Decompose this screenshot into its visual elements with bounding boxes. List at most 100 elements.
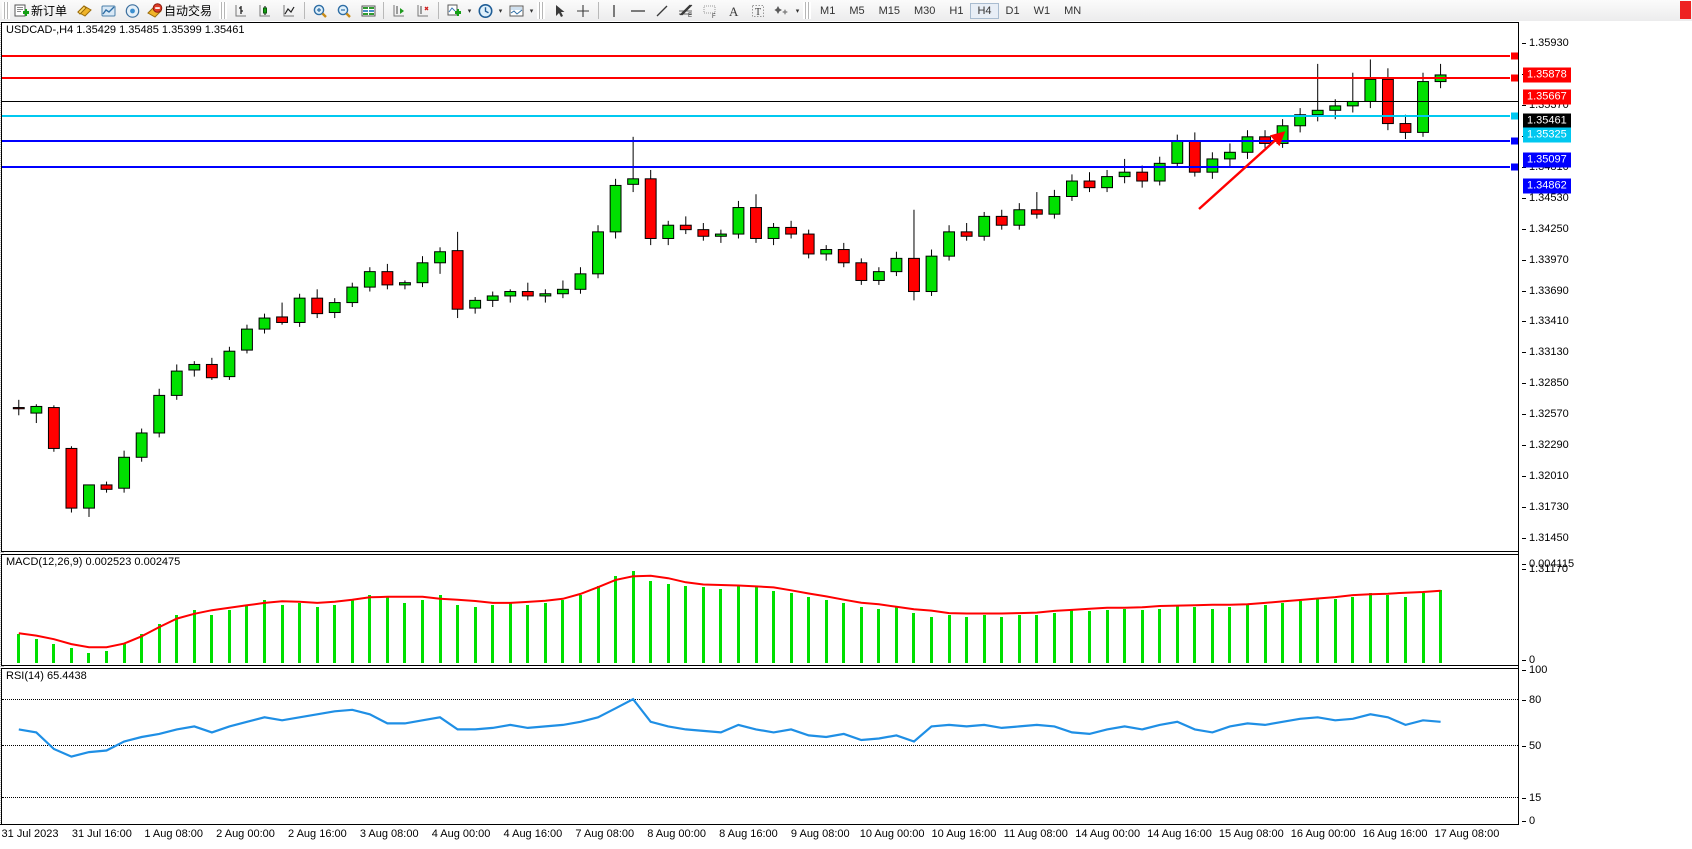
- price-level-line[interactable]: [2, 166, 1518, 168]
- trendline-icon-button[interactable]: [650, 1, 674, 20]
- price-tick: 1.33410: [1522, 315, 1569, 328]
- expert-advisor-button[interactable]: [72, 1, 96, 20]
- price-tick: 1.32850: [1522, 377, 1569, 390]
- time-tick: 7 Aug 08:00: [575, 828, 635, 840]
- macd-bar: [684, 585, 688, 663]
- time-tick: 17 Aug 08:00: [1434, 828, 1500, 840]
- macd-bar: [736, 585, 740, 663]
- text-box-icon-button[interactable]: T: [746, 1, 770, 20]
- main-toolbar: 新订单 自动交易: [0, 0, 1692, 22]
- toolbar-grip-3[interactable]: [537, 2, 546, 19]
- toolbar-grip[interactable]: [2, 2, 10, 19]
- rsi-scale-label: 15: [1521, 792, 1542, 805]
- time-tick: 4 Aug 16:00: [503, 828, 563, 840]
- price-axis[interactable]: 1.359301.356501.353701.350901.348101.345…: [1519, 37, 1692, 827]
- macd-bar: [175, 614, 179, 663]
- macd-bar: [859, 606, 863, 663]
- navigator-button[interactable]: [120, 1, 144, 20]
- text-label-icon-button[interactable]: F: [698, 1, 722, 20]
- macd-bar: [263, 600, 267, 663]
- macd-bar: [1281, 602, 1285, 663]
- zoom-out-button[interactable]: [332, 1, 356, 20]
- price-level-line[interactable]: [2, 115, 1518, 117]
- macd-pane[interactable]: MACD(12,26,9) 0.002523 0.002475: [1, 554, 1519, 666]
- timeframe-mn[interactable]: MN: [1064, 4, 1082, 17]
- data-window-button[interactable]: [356, 1, 380, 20]
- market-watch-button[interactable]: [96, 1, 120, 20]
- periods-button[interactable]: [473, 1, 497, 20]
- time-tick: 9 Aug 08:00: [790, 828, 850, 840]
- fibonacci-icon-button[interactable]: E: [674, 1, 698, 20]
- macd-bar: [1316, 599, 1320, 663]
- macd-bar: [1070, 609, 1074, 663]
- price-level-handle[interactable]: [1510, 73, 1518, 83]
- timeframe-h4[interactable]: H4: [970, 2, 999, 19]
- shapes-icon-button[interactable]: [770, 1, 794, 20]
- macd-bar: [333, 604, 337, 663]
- crosshair-icon-button[interactable]: [571, 1, 595, 20]
- macd-bar: [526, 604, 530, 663]
- candlestick-chart-icon-button[interactable]: [253, 1, 277, 20]
- macd-bar: [614, 575, 618, 663]
- price-level-line[interactable]: [2, 77, 1518, 79]
- text-icon-button[interactable]: A: [722, 1, 746, 20]
- price-tick: 1.33130: [1522, 346, 1569, 359]
- price-level-handle[interactable]: [1510, 51, 1518, 61]
- timeframe-h1[interactable]: H1: [949, 4, 964, 17]
- chart-shift-button[interactable]: [411, 1, 435, 20]
- cursor-icon-button[interactable]: [547, 1, 571, 20]
- time-tick: 10 Aug 00:00: [859, 828, 925, 840]
- svg-text:A: A: [729, 4, 739, 19]
- new-order-button[interactable]: 新订单: [12, 1, 72, 20]
- zoom-in-button[interactable]: [308, 1, 332, 20]
- timeframe-m30[interactable]: M30: [914, 4, 936, 17]
- macd-bar: [1351, 597, 1355, 663]
- price-tick: 1.33690: [1522, 284, 1569, 297]
- price-level-handle[interactable]: [1510, 162, 1518, 172]
- templates-dropdown-arrow-icon[interactable]: ▾: [529, 7, 534, 15]
- timeframe-d1[interactable]: D1: [1005, 4, 1020, 17]
- price-pane[interactable]: USDCAD-,H4 1.35429 1.35485 1.35399 1.354…: [1, 22, 1519, 552]
- price-tick: 1.31730: [1522, 501, 1569, 514]
- line-chart-icon-button[interactable]: [277, 1, 301, 20]
- auto-scroll-button[interactable]: [387, 1, 411, 20]
- price-axis-line: [1518, 43, 1519, 823]
- chart-container[interactable]: USDCAD-,H4 1.35429 1.35485 1.35399 1.354…: [0, 21, 1692, 849]
- macd-bar: [1105, 609, 1109, 663]
- timeframe-w1[interactable]: W1: [1033, 4, 1051, 17]
- macd-bar: [912, 612, 916, 663]
- auto-trading-button[interactable]: 自动交易: [144, 1, 217, 20]
- macd-bar: [456, 604, 460, 663]
- time-tick: 3 Aug 08:00: [359, 828, 419, 840]
- rsi-pane[interactable]: RSI(14) 65.4438: [1, 668, 1519, 825]
- macd-bar: [1140, 609, 1144, 663]
- periods-dropdown-arrow-icon[interactable]: ▾: [498, 7, 503, 15]
- templates-button[interactable]: [504, 1, 528, 20]
- macd-bar: [280, 604, 284, 663]
- time-axis[interactable]: 31 Jul 2023 31 Jul 16:00 1 Aug 08:00 2 Aug …: [0, 824, 1518, 849]
- macd-bar: [631, 571, 635, 663]
- vertical-line-icon-button[interactable]: [602, 1, 626, 20]
- indicators-dropdown-arrow-icon[interactable]: ▾: [467, 7, 472, 15]
- price-level-handle[interactable]: [1510, 136, 1518, 146]
- bar-chart-icon-button[interactable]: [229, 1, 253, 20]
- timeframe-m1[interactable]: M1: [820, 4, 836, 17]
- macd-bar: [1386, 595, 1390, 663]
- price-level-tag: 1.35097: [1523, 152, 1571, 168]
- price-tick: 1.32010: [1522, 470, 1569, 483]
- macd-title: MACD(12,26,9) 0.002523 0.002475: [6, 556, 181, 568]
- price-level-line[interactable]: [2, 140, 1518, 142]
- price-level-handle[interactable]: [1510, 111, 1518, 121]
- toolbar-grip-4[interactable]: [803, 2, 812, 19]
- price-level-line[interactable]: [2, 101, 1518, 102]
- toolbar-grip-2[interactable]: [219, 2, 228, 19]
- shapes-dropdown-arrow-icon[interactable]: ▾: [795, 7, 800, 15]
- horizontal-line-icon-button[interactable]: [626, 1, 650, 20]
- timeframe-m15[interactable]: M15: [878, 4, 900, 17]
- macd-bar: [105, 651, 109, 663]
- price-tick: 1.34250: [1522, 222, 1569, 235]
- indicators-button[interactable]: [442, 1, 466, 20]
- timeframe-m5[interactable]: M5: [849, 4, 865, 17]
- price-level-line[interactable]: [2, 55, 1518, 57]
